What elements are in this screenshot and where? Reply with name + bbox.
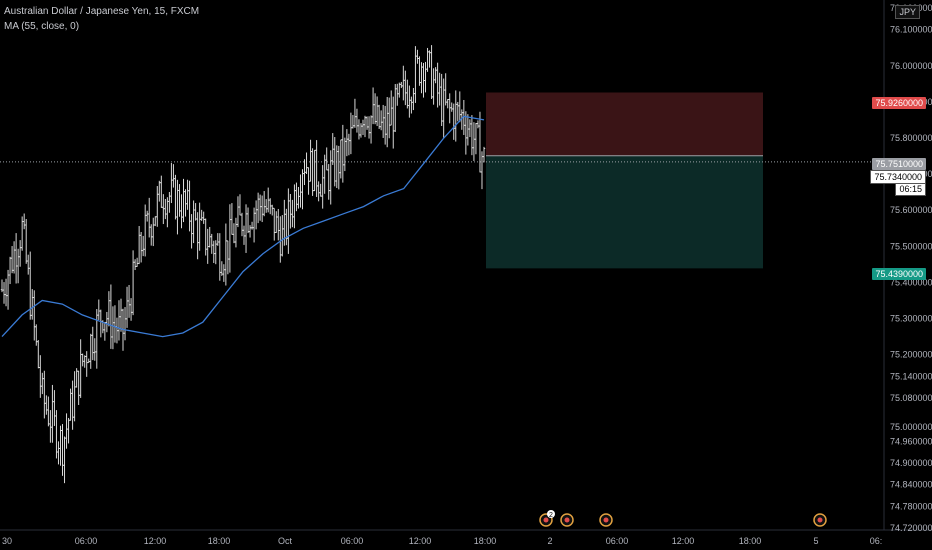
y-tick-label: 76.1000000	[890, 25, 932, 35]
x-tick-label: 5	[813, 536, 818, 546]
event-marker-dot	[817, 517, 823, 523]
x-tick-label: 06:00	[75, 536, 98, 546]
stop-loss-zone	[486, 92, 763, 156]
chart-legend: Australian Dollar / Japanese Yen, 15, FX…	[4, 4, 199, 34]
x-tick-label: Oct	[278, 536, 293, 546]
flag-icon-dot	[564, 517, 570, 523]
y-tick-label: 75.1400000	[890, 371, 932, 381]
event-marker-dot	[603, 517, 609, 523]
x-tick-label: 06:00	[606, 536, 629, 546]
ma-indicator-label[interactable]: MA (55, close, 0)	[4, 21, 80, 32]
event-count-badge	[547, 510, 555, 518]
y-tick-label: 74.8400000	[890, 480, 932, 490]
y-tick-label: 75.6000000	[890, 205, 932, 215]
y-tick-label: 75.4000000	[890, 277, 932, 287]
x-tick-label: 18:00	[208, 536, 231, 546]
x-tick-label: 12:00	[144, 536, 167, 546]
stop-price-label: 75.9260000	[872, 97, 926, 109]
event-count: 2	[549, 512, 553, 519]
y-tick-label: 76.0000000	[890, 61, 932, 71]
y-tick-label: 74.7200000	[890, 523, 932, 533]
symbol-title: Australian Dollar / Japanese Yen, 15, FX…	[4, 6, 200, 17]
x-tick-label: 2	[547, 536, 552, 546]
y-tick-label: 75.5000000	[890, 241, 932, 251]
y-tick-label: 75.0800000	[890, 393, 932, 403]
y-tick-label: 74.9000000	[890, 458, 932, 468]
x-tick-label: 30	[2, 536, 12, 546]
y-tick-label: 75.8000000	[890, 133, 932, 143]
x-tick-label: 18:00	[739, 536, 762, 546]
y-tick-label: 74.7800000	[890, 501, 932, 511]
take-profit-zone	[486, 155, 763, 269]
y-tick-label: 75.3000000	[890, 314, 932, 324]
target-price-label: 75.4390000	[872, 268, 926, 280]
x-tick-label: 06:	[870, 536, 883, 546]
x-tick-label: 12:00	[672, 536, 695, 546]
x-tick-label: 12:00	[409, 536, 432, 546]
y-tick-label: 75.0000000	[890, 422, 932, 432]
bar-countdown: 06:15	[895, 183, 926, 196]
y-tick-label: 74.9600000	[890, 436, 932, 446]
currency-button[interactable]: JPY	[895, 5, 920, 19]
x-tick-label: 18:00	[474, 536, 497, 546]
x-tick-label: 06:00	[341, 536, 364, 546]
event-marker-dot	[543, 517, 549, 523]
entry-price-label: 75.7510000	[872, 158, 926, 170]
y-tick-label: 75.2000000	[890, 350, 932, 360]
ma-line	[1, 115, 485, 338]
current-price-label: 75.7340000	[870, 170, 926, 184]
